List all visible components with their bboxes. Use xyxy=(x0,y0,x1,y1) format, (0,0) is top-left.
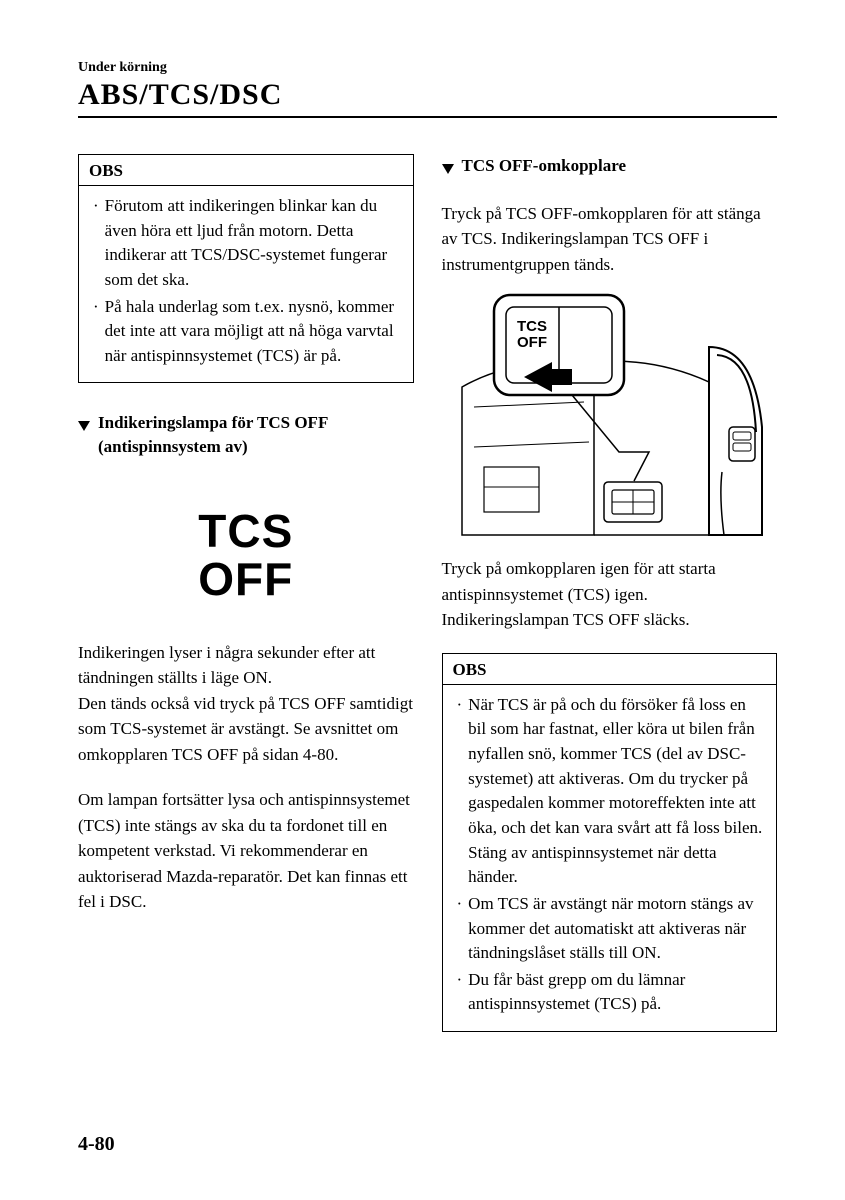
paragraph: Indikeringen lyser i några sekunder efte… xyxy=(78,640,414,768)
triangle-down-icon xyxy=(78,416,90,440)
tcs-off-switch-diagram: TCS OFF xyxy=(442,287,778,542)
header-title: ABS/TCS/DSC xyxy=(78,78,777,118)
tcs-off-indicator-icon: TCS OFF xyxy=(78,507,414,604)
obs-box-right: OBS · När TCS är på och du försöker få l… xyxy=(442,653,778,1032)
obs-body-left: · Förutom att indikeringen blinkar kan d… xyxy=(79,186,413,382)
page-number: 4-80 xyxy=(78,1133,115,1156)
bullet-icon: · xyxy=(93,295,99,369)
dashboard-diagram-icon: TCS OFF xyxy=(454,287,764,537)
paragraph: Tryck på omkopplaren igen för att starta… xyxy=(442,556,778,633)
obs-item: · Du får bäst grepp om du lämnar antispi… xyxy=(457,968,765,1017)
bullet-icon: · xyxy=(457,693,463,890)
obs-item-text: Förutom att indikeringen blinkar kan du … xyxy=(105,194,401,293)
svg-text:OFF: OFF xyxy=(517,334,547,351)
obs-title-left: OBS xyxy=(79,155,413,186)
triangle-down-icon xyxy=(442,159,454,183)
bullet-icon: · xyxy=(457,968,463,1017)
paragraph: Om lampan fortsätter lysa och antispinns… xyxy=(78,787,414,915)
bullet-icon: · xyxy=(457,892,463,966)
obs-box-left: OBS · Förutom att indikeringen blinkar k… xyxy=(78,154,414,383)
obs-item: · När TCS är på och du försöker få loss … xyxy=(457,693,765,890)
subheading-text: TCS OFF-omkopplare xyxy=(462,154,627,178)
two-column-layout: OBS · Förutom att indikeringen blinkar k… xyxy=(78,154,777,1032)
obs-item-text: Du får bäst grepp om du lämnar antispinn… xyxy=(468,968,764,1017)
subheading-text: Indikeringslampa för TCS OFF (antispinns… xyxy=(98,411,414,459)
obs-title-right: OBS xyxy=(443,654,777,685)
bullet-icon: · xyxy=(93,194,99,293)
paragraph: Tryck på TCS OFF-omkopplaren för att stä… xyxy=(442,201,778,278)
right-column: TCS OFF-omkopplare Tryck på TCS OFF-omko… xyxy=(442,154,778,1032)
page-container: Under körning ABS/TCS/DSC OBS · Förutom … xyxy=(0,0,845,1072)
obs-item-text: På hala underlag som t.ex. nysnö, kommer… xyxy=(105,295,401,369)
subheading-right: TCS OFF-omkopplare xyxy=(442,154,778,183)
obs-item: · Förutom att indikeringen blinkar kan d… xyxy=(93,194,401,293)
obs-item: · Om TCS är avstängt när motorn stängs a… xyxy=(457,892,765,966)
header-section-label: Under körning xyxy=(78,60,777,76)
obs-item-text: När TCS är på och du försöker få loss en… xyxy=(468,693,764,890)
subheading-left: Indikeringslampa för TCS OFF (antispinns… xyxy=(78,411,414,459)
obs-body-right: · När TCS är på och du försöker få loss … xyxy=(443,685,777,1031)
obs-item: · På hala underlag som t.ex. nysnö, komm… xyxy=(93,295,401,369)
left-column: OBS · Förutom att indikeringen blinkar k… xyxy=(78,154,414,1032)
obs-item-text: Om TCS är avstängt när motorn stängs av … xyxy=(468,892,764,966)
svg-text:TCS: TCS xyxy=(517,318,547,335)
